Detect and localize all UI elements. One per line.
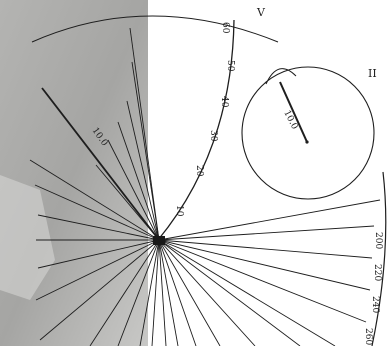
reference-circle [241,66,375,200]
upper-tick-label: 20 [194,165,204,177]
upper-tick-label: 30 [208,130,218,142]
scale-arc-right [371,171,387,346]
circle-radius-line [279,81,308,143]
scale-arc-upper [157,19,235,241]
ray-fan [29,27,381,346]
upper-tick-label: 10 [174,205,184,217]
ray-line-emphasized [41,87,160,241]
circle-radius-label: 10.0 [281,109,299,132]
ray-line [151,239,160,346]
panel-label-right: II [368,67,377,80]
upper-tick-label: 40 [219,96,229,108]
ray-line [158,239,373,259]
ray-line [37,239,160,269]
panel-label-upper: V [256,6,266,19]
upper-scale-labels: 10 20 30 40 50 60 [174,22,235,217]
ray-line [39,239,160,341]
ray-line [158,239,336,346]
shadow-glare [0,175,55,300]
ray-line [158,239,167,346]
upper-tick-label: 50 [225,60,235,72]
circle-center-dot [305,140,309,144]
ray-line [158,239,367,323]
ray-line [117,121,160,241]
right-scale-labels: 200 220 240 260 [363,232,383,345]
ray-line [139,239,160,346]
ray-line [158,239,197,346]
ray-origin [153,236,165,245]
right-tick-label: 240 [370,296,380,313]
ray-line [117,239,160,346]
ray-line [158,239,371,291]
ray-line [129,27,160,241]
ray-line [158,239,256,346]
ray-line [158,199,381,241]
ray-line [37,214,160,241]
ray-line [131,61,160,241]
ray-line [126,100,160,241]
circle-bump [265,68,297,85]
upper-arc [31,15,279,43]
ray-line [158,239,301,346]
ray-line [107,139,160,241]
ray-line [158,239,179,346]
right-tick-label: 220 [372,264,382,281]
right-tick-label: 260 [363,328,373,345]
ray-line [35,239,160,301]
ray-line [29,159,160,241]
upper-tick-label: 60 [220,22,230,34]
right-tick-label: 200 [373,232,383,249]
ray-line [34,184,160,241]
ray-line [158,225,375,241]
ray-line [158,239,221,346]
ray-line [89,239,160,346]
